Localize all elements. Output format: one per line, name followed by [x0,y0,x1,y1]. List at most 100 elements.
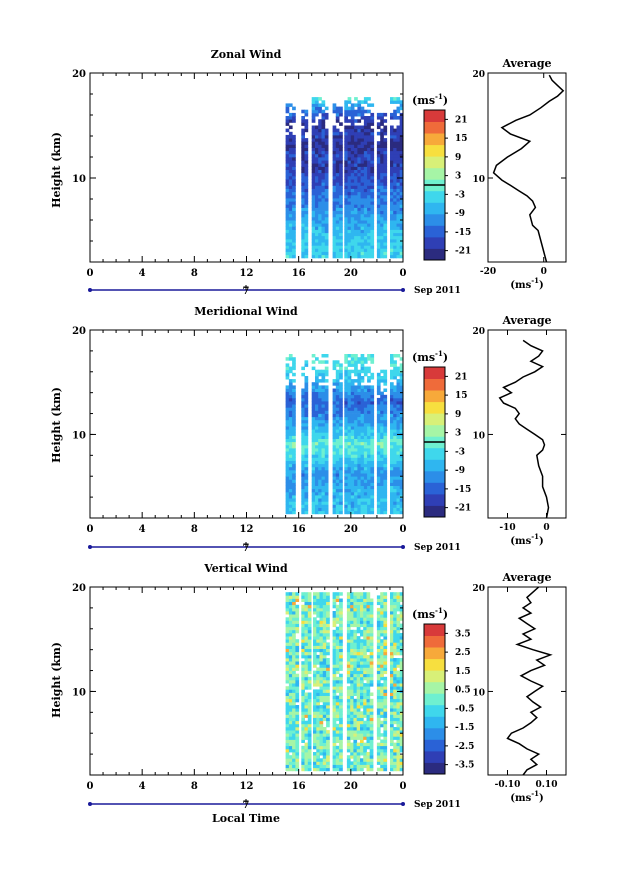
vertical-cell [288,598,293,602]
vertical-cell [304,658,309,662]
zonal-cell [357,106,362,111]
zonal-cell [344,213,348,218]
meridional-cell [311,482,316,486]
zonal-cell [357,112,362,117]
meridional-cell [354,501,358,505]
vertical-cell [350,667,354,671]
vertical-cell [360,686,364,690]
vertical-cell [332,623,337,628]
zonal-cell [344,175,348,180]
vertical-cell [301,620,305,624]
vertical-cell [399,730,403,734]
vertical-cell [332,767,337,772]
meridional-cell [318,463,322,468]
meridional-cell [390,501,394,505]
zonal-cell [380,220,384,224]
meridional-cell [399,457,403,461]
vertical-cell [346,742,351,747]
zonal-cell [318,175,322,180]
vertical-cell [393,698,397,703]
meridional-cell [360,404,365,408]
zonal-cell [285,175,290,180]
vertical-cell [313,730,317,734]
meridional-cell [370,385,375,389]
meridional-cell [357,488,362,493]
vertical-cell [376,736,381,740]
vertical-cell [316,673,320,678]
zonal-cell [311,166,316,170]
zonal-cell [390,198,394,202]
meridional-cell [350,385,355,389]
zonal-cell [304,144,309,148]
zonal-cell [383,185,388,189]
vertical-time-bar: 7 [88,799,405,811]
meridional-cell [354,448,358,452]
zonal-cell [292,213,296,218]
vertical-cell [360,767,364,772]
zonal-cell [390,191,394,196]
vertical-cell [335,604,340,609]
vertical-cell [363,733,367,737]
vertical-cell [350,745,354,750]
vertical-cell [356,654,361,659]
vertical-cell [292,626,296,631]
vertical-colorbar-swatch [424,750,445,763]
vertical-cell [288,689,293,693]
vertical-cell [369,623,374,628]
zonal-cell [344,157,348,161]
zonal-cell [393,213,397,218]
meridional-cell [318,379,322,383]
vertical-cell [292,705,296,709]
meridional-cell [292,473,296,477]
meridional-cell [360,369,365,374]
vertical-cell [313,651,317,656]
zonal-cell [332,248,337,252]
meridional-cell [318,432,322,436]
meridional-cell [301,510,305,515]
zonal-cell [350,134,355,139]
zonal-cell [357,141,362,145]
zonal-cell [304,175,309,180]
meridional-cell [390,476,394,480]
vertical-cell [332,648,337,653]
zonal-cell [321,191,326,196]
meridional-cell [354,485,358,490]
meridional-cell [339,432,343,436]
vertical-cell [369,764,374,769]
zonal-cell [357,245,362,249]
vertical-cell [332,686,337,690]
vertical-cell [313,645,317,649]
meridional-cell [339,510,343,515]
zonal-cell [363,172,368,177]
zonal-cell [363,245,368,249]
zonal-cell [339,229,343,234]
vertical-cell [339,692,343,696]
vertical-cell [292,651,296,656]
vertical-cell [319,654,324,659]
zonal-cell [376,169,381,174]
meridional-cell [360,363,365,367]
vertical-cell [335,758,340,762]
vertical-cell [322,736,327,740]
meridional-cell [350,479,355,483]
meridional-cell [292,404,296,408]
zonal-cell [335,109,340,114]
meridional-cell [344,354,348,358]
vertical-cell [326,695,330,700]
vertical-cell [301,592,305,596]
vertical-cell [356,701,361,706]
vertical-xtick-label: 0 [400,781,407,792]
meridional-cell [344,385,348,389]
meridional-cell [335,491,340,496]
zonal-cell [315,109,319,114]
vertical-cell [383,648,388,653]
vertical-cell [316,680,320,684]
meridional-cell [339,457,343,461]
zonal-cell [347,128,352,133]
vertical-cell [360,595,364,599]
zonal-cell [335,238,340,243]
meridional-cell [363,429,368,433]
vertical-cell [292,595,296,599]
vertical-cell [390,604,394,609]
